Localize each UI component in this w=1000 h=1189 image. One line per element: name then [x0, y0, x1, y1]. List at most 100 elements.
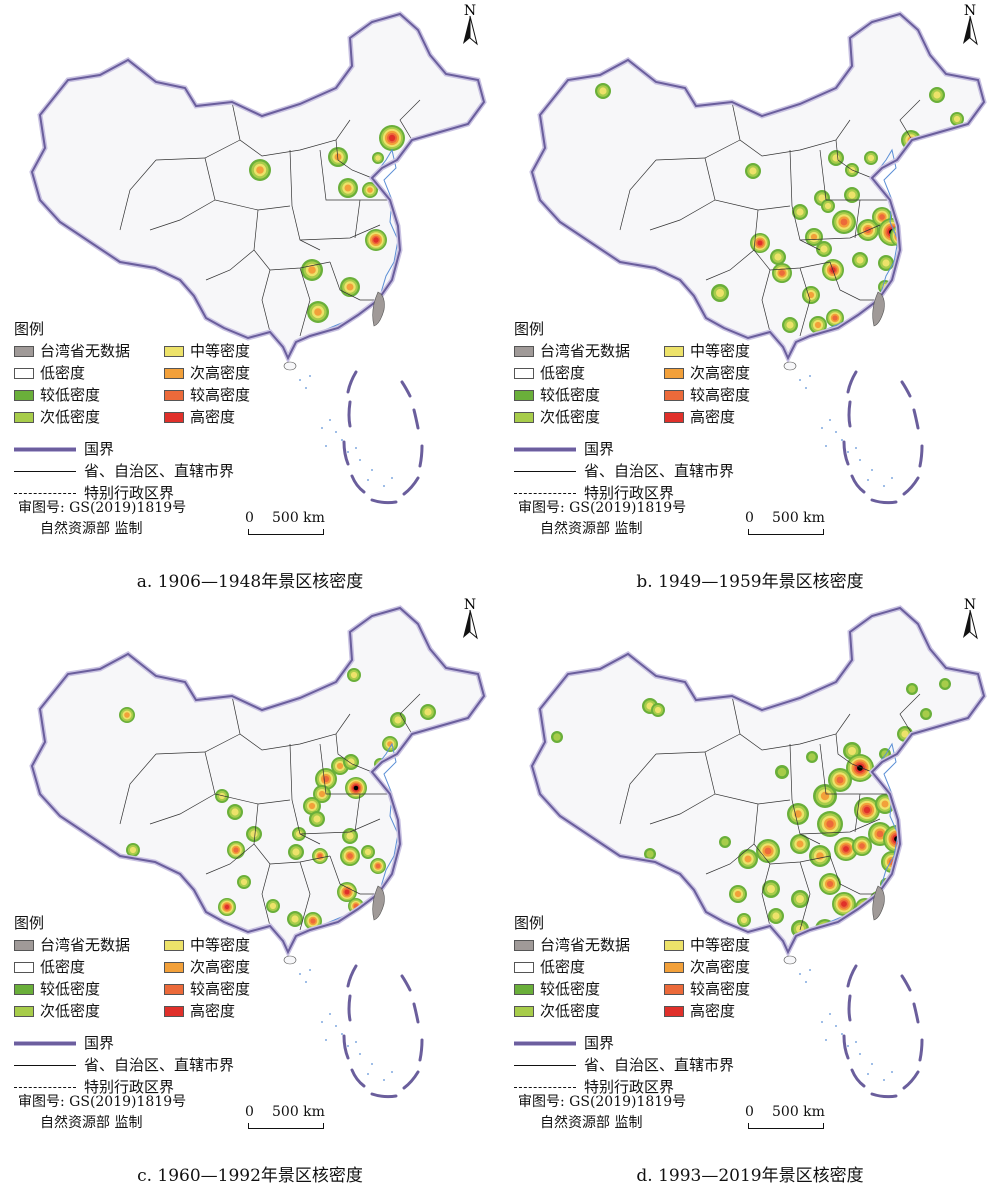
- legend-label: 低密度: [540, 364, 586, 382]
- legend-swatch: [14, 961, 34, 973]
- density-hotspot: [126, 843, 140, 857]
- maritime-boundary: [342, 370, 424, 505]
- line-sample: [14, 1064, 76, 1066]
- china-map: [529, 605, 987, 1099]
- legend-line-province: 省、自治区、直辖市界: [14, 1054, 274, 1076]
- line-sample: [514, 470, 576, 472]
- legend-line-label: 省、自治区、直辖市界: [584, 462, 735, 480]
- legend-swatch: [664, 983, 684, 995]
- legend-label: 较高密度: [190, 386, 251, 404]
- density-hotspot: [362, 182, 378, 198]
- legend-line-national: 国界: [14, 438, 274, 460]
- legend-item: 低密度: [514, 956, 664, 978]
- map-approval-number: 审图号: GS(2019)1819号 自然资源部 监制: [18, 1092, 186, 1134]
- legend-line-label: 国界: [84, 440, 115, 458]
- approval-line: 审图号: GS(2019)1819号: [18, 500, 187, 516]
- legend-swatch: [164, 367, 184, 379]
- density-hotspot: [343, 754, 359, 770]
- line-sample: [14, 1086, 76, 1088]
- legend-swatch: [164, 345, 184, 357]
- density-hotspot: [745, 163, 761, 179]
- density-hotspot: [939, 678, 951, 690]
- map-panel-a: N 图例 台湾省无数据 中等密度 低密度 次高密度 较低密度 较高密度 次低密度 高密度 国界 省、自…: [0, 0, 500, 594]
- legend-item: 较高密度: [164, 384, 274, 406]
- legend-label: 较低密度: [540, 386, 601, 404]
- legend-swatch: [664, 411, 684, 423]
- legend-item: 次高密度: [664, 362, 774, 384]
- map-panel-b: N 图例 台湾省无数据 中等密度 低密度 次高密度 较低密度 较高密度 次低密度 高密度 国界 省、自…: [500, 0, 1000, 594]
- density-hotspot: [792, 204, 808, 220]
- legend-line-national: 国界: [14, 1032, 274, 1054]
- legend-item: 低密度: [14, 362, 164, 384]
- legend-label: 较高密度: [690, 386, 751, 404]
- legend-item: 次高密度: [164, 362, 274, 384]
- density-hotspot: [854, 797, 880, 823]
- legend-swatch: [164, 939, 184, 951]
- legend-line-sar: 特别行政区界: [14, 482, 274, 504]
- legend-title: 图例: [514, 914, 545, 932]
- legend-swatch: [514, 389, 534, 401]
- density-hotspot: [237, 875, 251, 889]
- map-legend: 图例 台湾省无数据 中等密度 低密度 次高密度 较低密度 较高密度 次低密度 高密度 国界 省、自治…: [14, 318, 274, 504]
- density-hotspot: [737, 913, 751, 927]
- legend-label: 较低密度: [40, 980, 101, 998]
- density-hotspot: [227, 841, 245, 859]
- legend-item: 台湾省无数据: [14, 934, 164, 956]
- map-legend: 图例 台湾省无数据 中等密度 低密度 次高密度 较低密度 较高密度 次低密度 高密度 国界 省、自治…: [514, 318, 774, 504]
- density-hotspot: [651, 703, 665, 717]
- scale-label: 500 km: [272, 1104, 325, 1120]
- legend-line-sar: 特别行政区界: [14, 1076, 274, 1098]
- line-sample: [514, 492, 576, 494]
- legend-label: 台湾省无数据: [540, 342, 631, 360]
- land-area: [532, 608, 984, 952]
- legend-item: 次高密度: [664, 956, 774, 978]
- legend-item: 较低密度: [14, 978, 164, 1000]
- legend-line-province: 省、自治区、直辖市界: [514, 1054, 774, 1076]
- line-sample: [514, 1086, 576, 1088]
- approval-issuer: 自然资源部 监制: [40, 521, 143, 537]
- legend-label: 高密度: [690, 1002, 736, 1020]
- approval-line: 审图号: GS(2019)1819号: [518, 500, 687, 516]
- north-label: N: [964, 597, 976, 613]
- legend-item: 高密度: [664, 1000, 774, 1022]
- legend-label: 次高密度: [690, 364, 751, 382]
- province-boundaries: [619, 99, 921, 337]
- map-approval-number: 审图号: GS(2019)1819号自然资源部 监制: [18, 498, 186, 540]
- legend-label: 高密度: [190, 408, 236, 426]
- density-hotspot: [342, 828, 358, 844]
- density-hotspot: [218, 898, 236, 916]
- legend-swatch: [514, 961, 534, 973]
- density-hotspot: [878, 255, 894, 271]
- legend-label: 高密度: [190, 1002, 236, 1020]
- legend-line-province: 省、自治区、直辖市界: [14, 460, 274, 482]
- legend-swatch: [14, 345, 34, 357]
- density-hotspot: [347, 668, 361, 682]
- legend-line-province: 省、自治区、直辖市界: [514, 460, 774, 482]
- legend-swatch: [514, 1005, 534, 1017]
- north-arrow: N: [957, 2, 983, 48]
- density-hotspot: [595, 83, 611, 99]
- province-boundaries: [119, 99, 421, 337]
- national-border: [530, 12, 986, 361]
- density-hotspot: [950, 112, 964, 126]
- density-hotspot: [340, 277, 360, 297]
- legend-label: 较高密度: [190, 980, 251, 998]
- national-border: [530, 606, 986, 955]
- north-arrow: N: [957, 596, 983, 642]
- density-hotspot: [864, 151, 878, 165]
- legend-swatch: [164, 961, 184, 973]
- density-hotspot: [791, 890, 809, 908]
- legend-item: 较低密度: [14, 384, 164, 406]
- south-sea-islands: [299, 969, 393, 1081]
- density-hotspot: [372, 152, 384, 164]
- density-hotspot: [846, 754, 874, 782]
- line-sample: [14, 446, 76, 452]
- legend-label: 次低密度: [540, 408, 601, 426]
- density-hotspot: [292, 827, 306, 841]
- scale-zero: 0: [245, 1104, 254, 1120]
- density-hotspot: [852, 836, 872, 856]
- line-sample: [14, 470, 76, 472]
- legend-line-label: 国界: [584, 1034, 615, 1052]
- north-arrow: N: [457, 2, 483, 48]
- panel-caption: c. 1960—1992年景区核密度: [137, 1166, 363, 1186]
